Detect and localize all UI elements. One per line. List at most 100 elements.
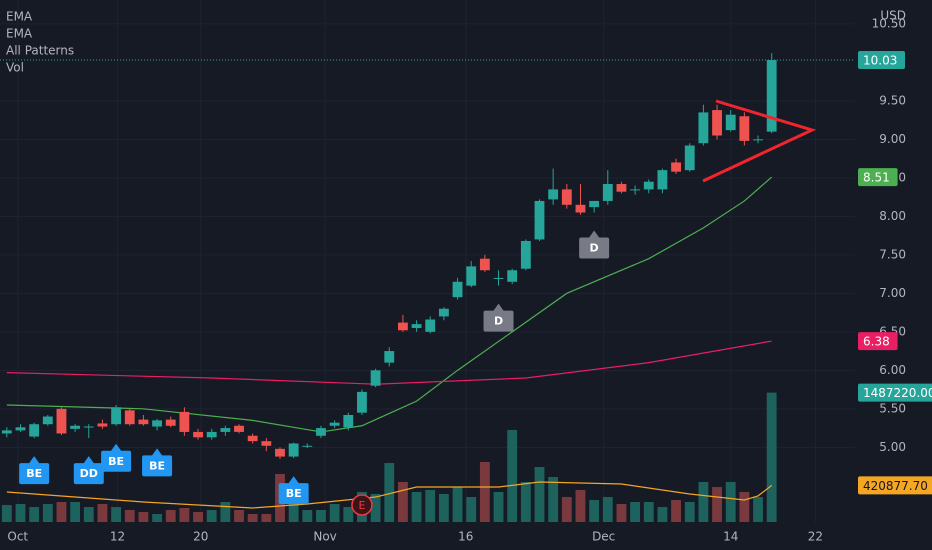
candle-body <box>397 322 408 331</box>
candle-body <box>684 145 695 171</box>
candle-body <box>671 162 681 172</box>
price-label: 1487220.00 <box>863 386 932 400</box>
marker-label: DD <box>80 467 98 480</box>
y-tick-label: 7.50 <box>879 247 906 261</box>
candle-body <box>15 427 26 431</box>
volume-bar <box>438 493 449 522</box>
x-tick-label: 20 <box>193 530 208 544</box>
volume-bar <box>411 491 422 522</box>
volume-bar <box>397 481 408 522</box>
candle-body <box>329 422 340 426</box>
candle-body <box>70 425 81 429</box>
candle-body <box>316 428 326 436</box>
volume-bar <box>302 509 313 522</box>
candle-body <box>1 430 12 434</box>
marker-shape <box>483 303 514 332</box>
volume-bar <box>643 501 654 522</box>
marker-label: BE <box>149 459 165 472</box>
currency[interactable]: USD <box>880 9 906 23</box>
candle-body <box>124 410 135 425</box>
candle-body <box>357 391 367 413</box>
candle-body <box>479 258 490 271</box>
candle-body <box>616 184 627 192</box>
candle-body <box>83 426 94 428</box>
price-label: 10.03 <box>863 54 897 68</box>
volume-bar <box>1 505 12 522</box>
volume-bar <box>561 497 572 522</box>
price-label: 8.51 <box>863 171 890 185</box>
volume-bar <box>534 467 545 522</box>
candle-body <box>302 445 313 447</box>
volume-bar <box>479 461 490 522</box>
volume-bar <box>466 497 477 522</box>
candle-body <box>548 189 559 200</box>
volume-bar <box>83 507 94 522</box>
volume-bar <box>152 513 162 522</box>
pattern-marker[interactable]: BE <box>101 443 132 472</box>
volume-bar <box>671 499 681 522</box>
volume-bar <box>111 507 122 522</box>
candle-body <box>753 139 763 141</box>
candle-body <box>370 370 381 386</box>
candle-body <box>602 184 613 201</box>
candle-body <box>739 116 750 141</box>
candle-body <box>466 266 477 286</box>
candle-body <box>234 425 244 432</box>
volume-bar <box>29 507 40 522</box>
x-tick-label: Oct <box>7 530 28 544</box>
y-tick-label: 6.00 <box>879 363 906 377</box>
volume-bar <box>452 487 463 522</box>
pattern-marker[interactable]: DD <box>73 456 104 485</box>
volume-bar <box>56 501 67 522</box>
candle-body <box>575 204 586 213</box>
earnings-label: E <box>358 499 365 512</box>
price-label-box <box>858 476 932 495</box>
price-label-box <box>858 332 898 351</box>
volume-bar <box>739 491 750 522</box>
y-tick-label: 10.50 <box>872 16 906 30</box>
volume-bar <box>684 501 695 522</box>
candle-body <box>384 351 395 363</box>
volume-bar <box>97 503 108 522</box>
candle-body <box>179 411 190 432</box>
candle-body <box>630 189 641 191</box>
volume-bar <box>712 487 722 522</box>
price-label: 420877.70 <box>863 479 928 493</box>
legend-item[interactable]: All Patterns <box>6 44 74 58</box>
volume-bar <box>288 491 299 522</box>
volume-bar <box>698 481 709 522</box>
legend-item[interactable]: Vol <box>6 61 24 75</box>
y-tick-label: 9.50 <box>879 93 906 107</box>
x-tick-label: 22 <box>808 530 823 544</box>
volume-bar <box>343 507 354 522</box>
price-label-box <box>858 51 905 70</box>
candle-body <box>220 428 231 432</box>
pattern-marker[interactable]: D <box>579 230 610 259</box>
volume-bar <box>548 477 559 522</box>
candle-body <box>452 281 463 298</box>
marker-shape <box>278 476 309 505</box>
pattern-marker[interactable]: BE <box>142 448 173 477</box>
legend-item[interactable]: EMA <box>6 10 33 24</box>
candle-body <box>725 114 736 131</box>
volume-bar <box>234 509 244 522</box>
volume-bar <box>193 511 203 522</box>
candle-body <box>411 324 422 328</box>
volume-bar <box>602 497 613 522</box>
candle-body <box>193 431 203 438</box>
pattern-marker[interactable]: D <box>483 303 514 332</box>
candle-body <box>343 414 354 428</box>
candle-body <box>698 112 709 144</box>
volume-bar <box>138 511 149 522</box>
legend-item[interactable]: EMA <box>6 27 33 41</box>
pattern-marker[interactable]: BE <box>19 456 50 485</box>
volume-bar <box>589 499 600 522</box>
volume-bar <box>520 481 531 522</box>
volume-bar <box>507 429 518 522</box>
pattern-marker[interactable]: BE <box>278 476 309 505</box>
candle-body <box>152 420 162 427</box>
marker-label: BE <box>286 487 302 500</box>
indicator-line <box>6 481 773 509</box>
x-tick-label: 12 <box>110 530 125 544</box>
